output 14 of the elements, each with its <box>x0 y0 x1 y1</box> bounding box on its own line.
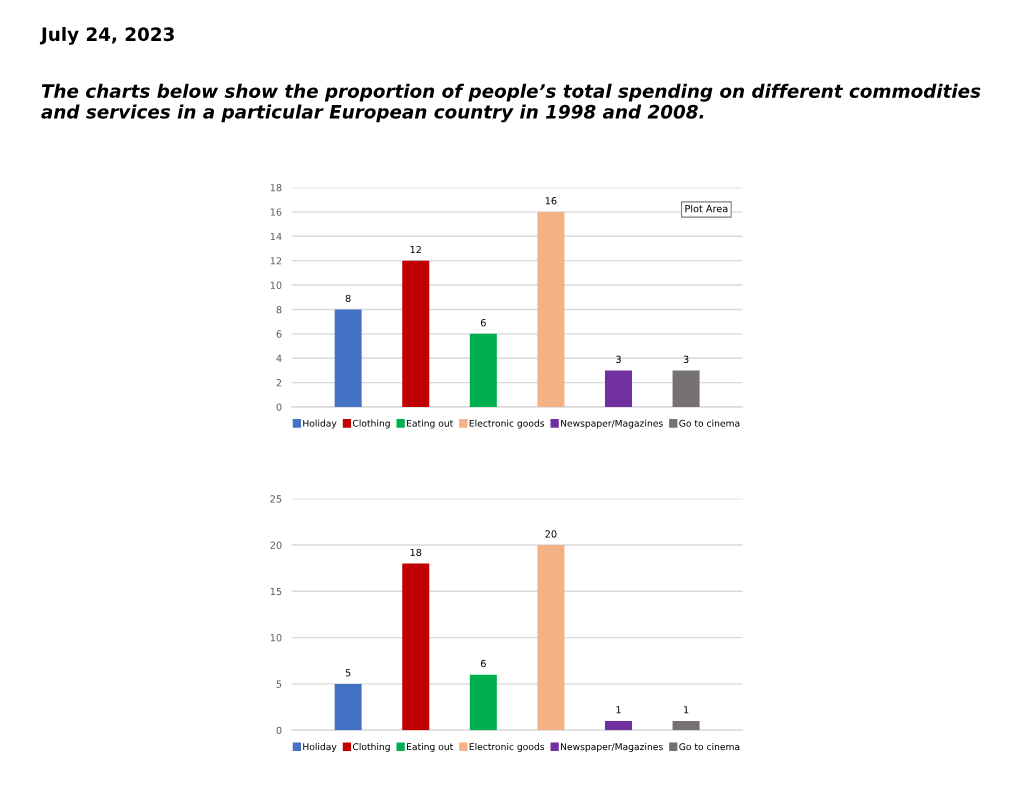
bar <box>537 211 565 407</box>
chart-title: The charts below show the proportion of people’s total spending on different commodities and services in a particular European country in 1998 and 2008. <box>41 83 981 123</box>
bar <box>604 370 633 407</box>
bar <box>672 370 700 407</box>
bar <box>469 333 497 407</box>
bar <box>537 545 565 731</box>
bar <box>402 563 430 731</box>
bar <box>469 674 497 731</box>
bar <box>604 720 633 731</box>
text: July 24, 2023 <box>39 26 174 45</box>
bar <box>672 720 700 731</box>
bar <box>334 309 362 407</box>
bar <box>334 683 362 731</box>
bar <box>402 260 430 407</box>
